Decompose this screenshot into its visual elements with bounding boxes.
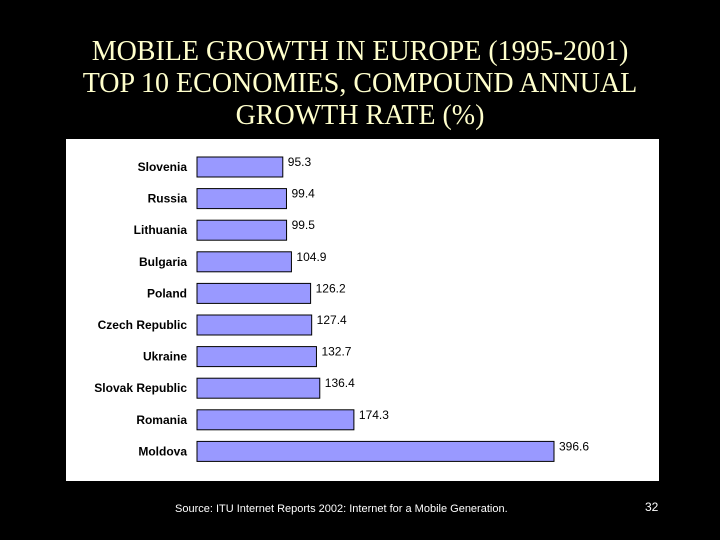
value-label-russia: 99.4 [291, 187, 315, 201]
bar-ukraine [196, 346, 317, 368]
title-line-1: MOBILE GROWTH IN EUROPE (1995-2001) [91, 36, 629, 67]
category-label-lithuania: Lithuania [134, 223, 188, 237]
value-label-czech-republic: 127.4 [317, 313, 347, 327]
category-label-ukraine: Ukraine [143, 350, 187, 364]
value-label-romania: 174.3 [359, 408, 389, 422]
page-number: 32 [645, 500, 659, 514]
category-label-romania: Romania [136, 413, 187, 427]
title-line-3: GROWTH RATE (%) [235, 100, 485, 131]
slide-title: MOBILE GROWTH IN EUROPE (1995-2001) TOP … [40, 36, 680, 132]
title-line-2: TOP 10 ECONOMIES, COMPOUND ANNUAL [82, 68, 638, 99]
bar-slovak-republic [196, 377, 321, 399]
bar-poland [196, 282, 312, 304]
bar-moldova [196, 440, 555, 462]
category-label-czech-republic: Czech Republic [98, 318, 188, 332]
category-label-slovak-republic: Slovak Republic [94, 381, 187, 395]
category-label-slovenia: Slovenia [138, 160, 188, 174]
source-note: Source: ITU Internet Reports 2002: Inter… [175, 503, 508, 515]
value-label-bulgaria: 104.9 [296, 250, 326, 264]
value-label-ukraine: 132.7 [321, 345, 351, 359]
bar-czech-republic [196, 314, 313, 336]
value-label-lithuania: 99.5 [292, 218, 316, 232]
bar-romania [196, 409, 355, 431]
bar-chart: Slovenia 95.3 Russia 99.4 Lithuania 99.5 Bulga… [94, 155, 589, 462]
bar-bulgaria [196, 251, 292, 273]
bar-lithuania [196, 219, 288, 241]
bar-russia [196, 188, 287, 210]
bar-slovenia [196, 156, 284, 178]
category-label-poland: Poland [147, 286, 187, 300]
value-label-slovak-republic: 136.4 [325, 376, 355, 390]
value-label-slovenia: 95.3 [288, 155, 312, 169]
category-label-bulgaria: Bulgaria [139, 255, 187, 269]
category-label-moldova: Moldova [138, 444, 187, 458]
value-label-poland: 126.2 [316, 281, 346, 295]
value-label-moldova: 396.6 [559, 439, 589, 453]
chart-panel: Slovenia 95.3 Russia 99.4 Lithuania 99.5 Bulga… [66, 139, 659, 481]
category-label-russia: Russia [148, 192, 188, 206]
